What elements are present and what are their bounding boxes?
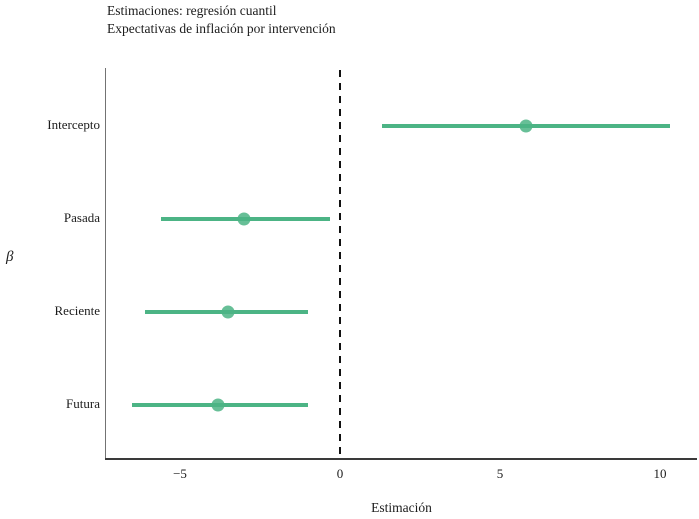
y-axis-label: β (6, 249, 14, 265)
estimate-dot-intercepto (519, 119, 533, 133)
y-axis-line (105, 68, 106, 459)
zero-reference-line (338, 70, 342, 459)
chart-title-line2: Expectativas de inflación por intervenci… (107, 21, 336, 36)
estimate-dot-reciente (221, 305, 235, 319)
y-category-label-pasada: Pasada (63, 210, 100, 225)
y-category-label-futura: Futura (66, 396, 100, 411)
x-tick-label-10: 10 (653, 466, 667, 481)
y-category-label-intercepto: Intercepto (47, 117, 100, 132)
x-tick-label-5: 5 (496, 466, 504, 481)
estimate-dot-pasada (237, 212, 251, 226)
x-tick-label-0: 0 (336, 466, 344, 481)
x-axis-label: Estimación (371, 500, 432, 515)
estimate-dot-futura (211, 398, 225, 412)
chart-title: Estimaciones: regresión cuantil Expectat… (107, 2, 336, 38)
x-axis-line (105, 458, 697, 460)
x-tick-label--5: −5 (173, 466, 187, 481)
chart-title-line1: Estimaciones: regresión cuantil (107, 3, 277, 18)
y-category-label-reciente: Reciente (54, 303, 100, 318)
